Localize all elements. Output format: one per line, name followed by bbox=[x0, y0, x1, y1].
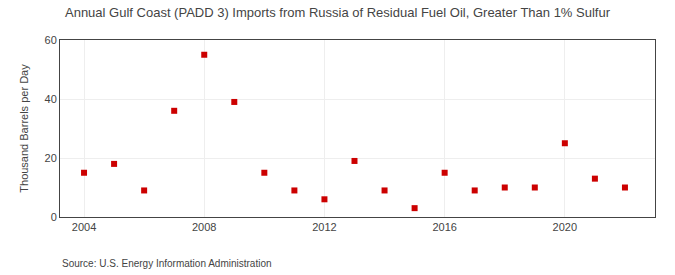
svg-text:2008: 2008 bbox=[192, 221, 216, 233]
svg-text:Annual Gulf Coast (PADD 3) Imp: Annual Gulf Coast (PADD 3) Imports from … bbox=[65, 5, 611, 20]
svg-text:Source: U.S. Energy Informatio: Source: U.S. Energy Information Administ… bbox=[62, 258, 272, 269]
svg-text:Thousand Barrels per Day: Thousand Barrels per Day bbox=[18, 64, 30, 193]
svg-text:60: 60 bbox=[45, 34, 57, 46]
svg-text:2020: 2020 bbox=[553, 221, 577, 233]
svg-text:2004: 2004 bbox=[72, 221, 96, 233]
svg-text:2016: 2016 bbox=[432, 221, 456, 233]
svg-text:40: 40 bbox=[45, 93, 57, 105]
svg-text:0: 0 bbox=[51, 211, 57, 223]
svg-text:2012: 2012 bbox=[312, 221, 336, 233]
svg-text:20: 20 bbox=[45, 152, 57, 164]
